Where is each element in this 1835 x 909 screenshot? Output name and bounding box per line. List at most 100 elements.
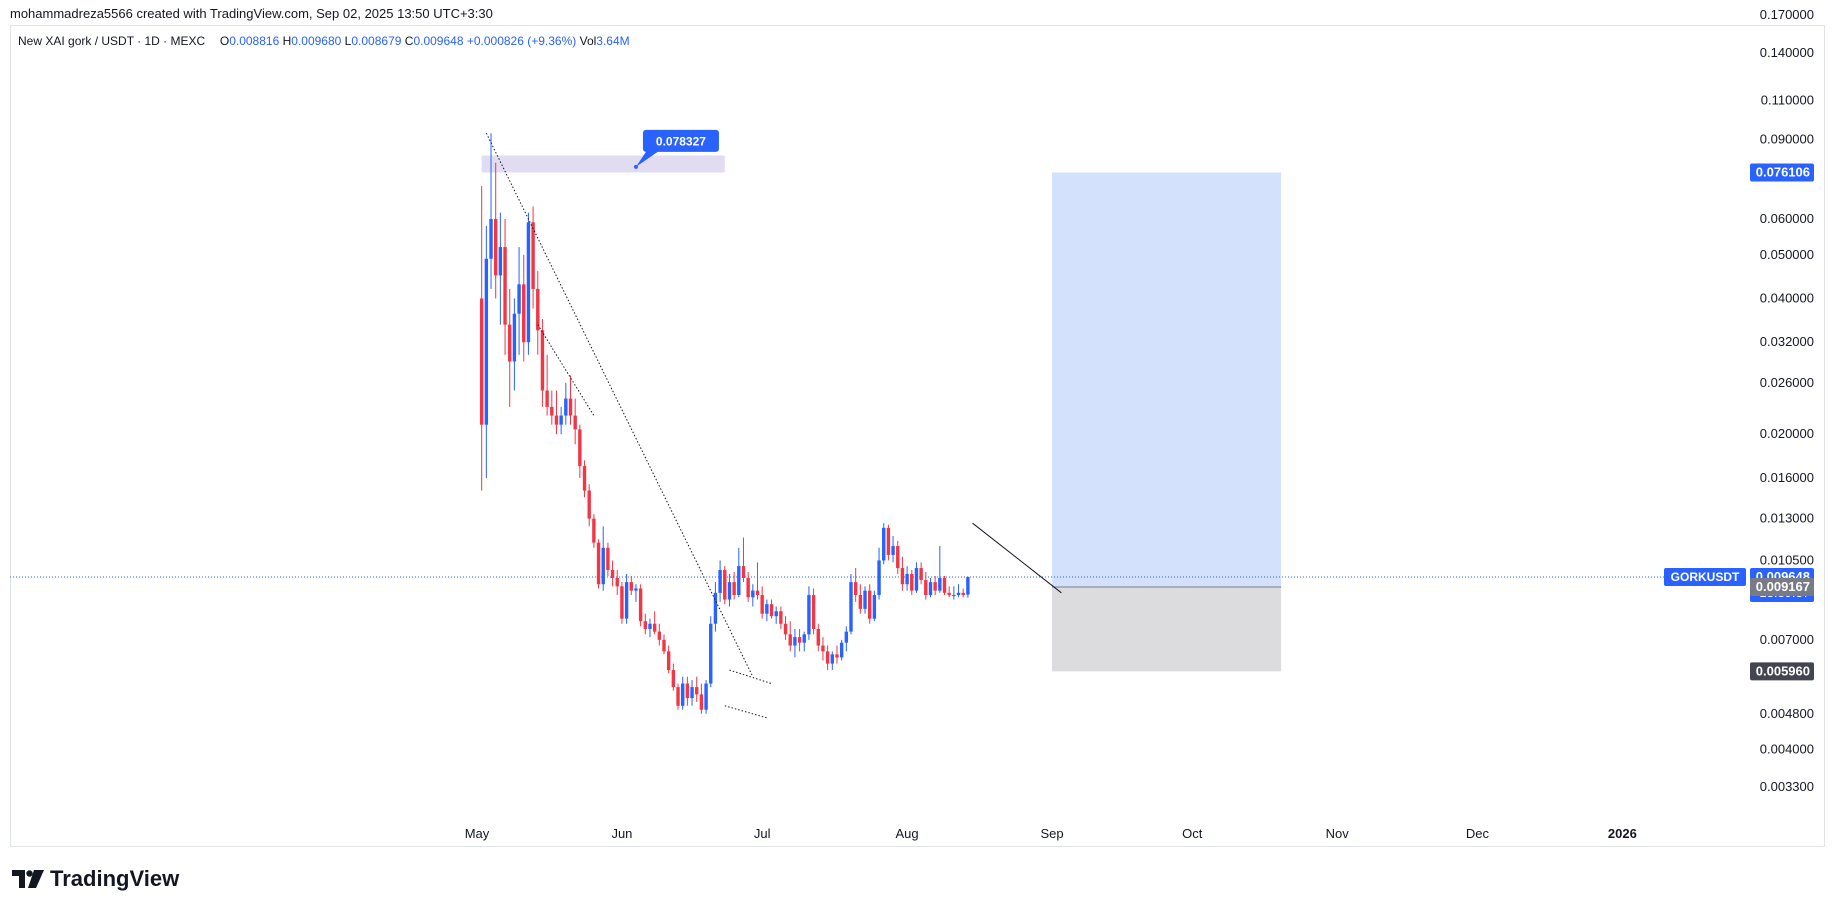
- axis-price-label: 0.009167: [1750, 578, 1814, 597]
- x-tick-label: Dec: [1466, 826, 1490, 841]
- candle-body: [634, 588, 638, 591]
- candle: [662, 634, 666, 655]
- tradingview-logo[interactable]: TradingView: [12, 866, 179, 892]
- low-value: 0.008679: [351, 34, 402, 48]
- candle: [695, 676, 699, 702]
- candle: [690, 680, 694, 706]
- candle-body: [573, 415, 577, 430]
- candle-body: [816, 628, 820, 646]
- symbol-name[interactable]: New XAI gork / USDT · 1D · MEXC: [18, 34, 206, 48]
- candle: [489, 133, 493, 289]
- close-value: 0.009648: [413, 34, 464, 48]
- candle-body: [531, 222, 535, 289]
- candle-body: [788, 634, 792, 646]
- x-tick-label: Nov: [1326, 826, 1350, 841]
- high-value: 0.009680: [291, 34, 342, 48]
- tradingview-logo-icon: [12, 870, 44, 888]
- candle: [643, 613, 647, 635]
- candle: [755, 562, 760, 600]
- candle: [914, 562, 919, 593]
- y-tick-label: 0.040000: [1760, 290, 1814, 305]
- candle: [508, 288, 512, 407]
- candle: [634, 584, 638, 602]
- candle-body: [779, 611, 783, 624]
- candle-body: [498, 247, 503, 276]
- candle: [868, 584, 872, 624]
- candle-body: [830, 654, 834, 664]
- candle-body: [676, 687, 680, 706]
- candle: [564, 382, 568, 425]
- candle: [942, 575, 947, 596]
- candle-body: [643, 621, 647, 629]
- candle-body: [685, 683, 690, 699]
- candle: [681, 676, 685, 710]
- candle: [709, 616, 713, 688]
- candle-body: [732, 582, 736, 596]
- candle-body: [582, 466, 587, 491]
- candle-body: [671, 670, 676, 688]
- y-tick-label: 0.170000: [1760, 7, 1814, 22]
- candle: [545, 354, 549, 416]
- low-label: L: [344, 34, 352, 48]
- candle-body: [919, 568, 923, 581]
- candle-body: [914, 568, 919, 591]
- trendlines: [485, 132, 1062, 719]
- y-tick-label: 0.026000: [1760, 375, 1814, 390]
- chart-caption: mohammadreza5566 created with TradingVie…: [10, 6, 493, 21]
- candle-body: [853, 582, 858, 596]
- candle: [858, 584, 863, 614]
- x-tick-label: Jun: [611, 826, 632, 841]
- candle-body: [517, 284, 521, 314]
- candle: [839, 639, 844, 661]
- candle-body: [484, 258, 489, 425]
- candle-body: [797, 637, 802, 643]
- candle-body: [713, 592, 718, 624]
- candle-body: [858, 595, 863, 609]
- candle-body: [905, 573, 909, 585]
- candle-body: [938, 577, 942, 591]
- candle-body: [924, 580, 928, 596]
- candle-body: [933, 582, 937, 591]
- candle-body: [690, 687, 694, 699]
- open-value: 0.008816: [229, 34, 280, 48]
- x-tick-label: Jul: [754, 826, 771, 841]
- candle-body: [629, 582, 633, 591]
- candle-body: [536, 288, 540, 331]
- callout-pointer: [635, 148, 662, 167]
- candle-body: [825, 651, 830, 664]
- candle: [676, 683, 680, 710]
- brand-name: TradingView: [50, 866, 180, 891]
- candle: [811, 588, 816, 635]
- candle: [952, 586, 956, 600]
- x-tick-label: May: [465, 826, 490, 841]
- candle: [966, 576, 970, 598]
- y-tick-label: 0.090000: [1760, 132, 1814, 147]
- candle-body: [956, 592, 961, 596]
- candle: [554, 390, 559, 435]
- candle-body: [877, 560, 881, 596]
- candle: [540, 319, 545, 407]
- candle: [891, 535, 895, 563]
- callout-label: 0.078327: [656, 134, 706, 148]
- candle-body: [666, 651, 671, 671]
- candle-body: [704, 683, 708, 710]
- candle: [844, 626, 849, 652]
- candle: [779, 606, 783, 629]
- candle: [751, 584, 755, 607]
- candle: [517, 247, 521, 355]
- candle: [919, 562, 923, 585]
- candle-body: [723, 570, 727, 600]
- candle: [568, 375, 573, 425]
- candle-body: [839, 642, 844, 658]
- y-tick-label: 0.010500: [1760, 552, 1814, 567]
- candle: [601, 526, 605, 591]
- candle-body: [540, 330, 545, 391]
- symbol-tag-bg: [1664, 568, 1746, 587]
- candle: [830, 651, 834, 671]
- y-tick-label: 0.050000: [1760, 247, 1814, 262]
- price-label-text: 0.005960: [1756, 663, 1810, 678]
- candle: [531, 206, 535, 309]
- candle: [760, 586, 764, 619]
- x-tick-label: Oct: [1182, 826, 1203, 841]
